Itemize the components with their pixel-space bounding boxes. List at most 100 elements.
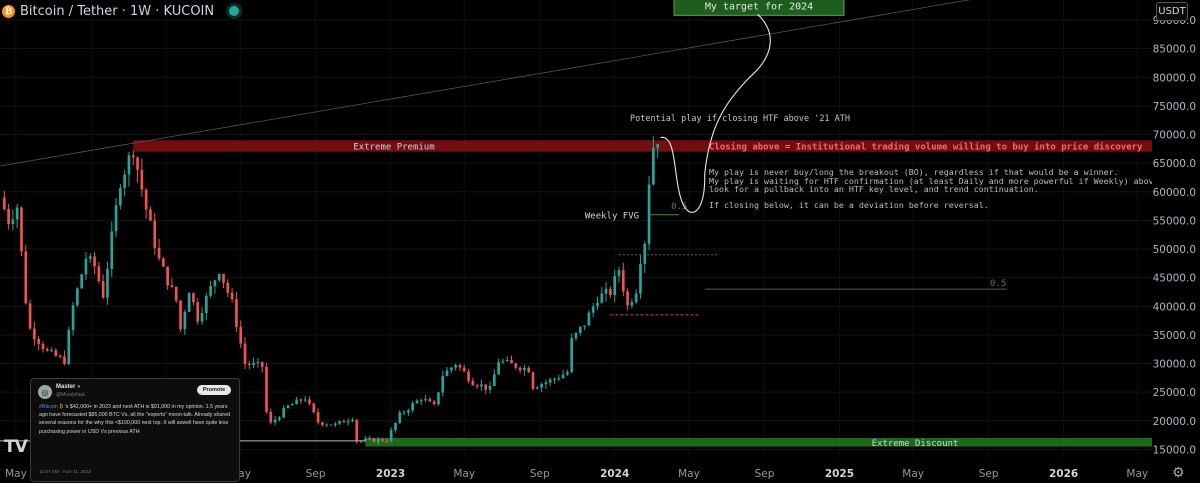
bear-candle[interactable] [342,420,346,423]
bull-candle[interactable] [600,293,604,303]
bear-candle[interactable] [41,343,45,350]
bull-candle[interactable] [123,174,126,188]
bull-candle[interactable] [480,384,483,387]
bear-candle[interactable] [226,282,230,293]
time-axis[interactable]: MaySep2022MaySep2023MaySep2024MaySep2025… [5,468,1148,480]
bear-candle[interactable] [58,356,62,358]
bear-candle[interactable] [162,258,165,267]
bull-candle[interactable] [398,412,402,423]
bull-candle[interactable] [411,403,414,411]
bull-candle[interactable] [437,392,440,405]
bull-candle[interactable] [643,243,647,264]
candlestick-series[interactable] [2,136,660,446]
bull-candle[interactable] [67,329,71,364]
bull-candle[interactable] [402,412,406,414]
bull-candle[interactable] [200,313,204,322]
bear-candle[interactable] [484,384,488,390]
bull-candle[interactable] [591,306,595,313]
bear-candle[interactable] [235,299,238,328]
bear-candle[interactable] [531,372,535,389]
bull-candle[interactable] [501,360,505,363]
bear-candle[interactable] [372,438,376,442]
bear-candle[interactable] [269,411,273,423]
bull-candle[interactable] [450,367,453,371]
bull-candle[interactable] [11,219,15,225]
bull-candle[interactable] [647,184,651,244]
bull-candle[interactable] [604,288,608,294]
bull-candle[interactable] [394,422,397,431]
bear-candle[interactable] [196,302,200,322]
bear-candle[interactable] [136,157,139,170]
bull-candle[interactable] [634,293,638,303]
bull-candle[interactable] [368,438,372,440]
bear-candle[interactable] [518,367,522,371]
bear-candle[interactable] [144,189,148,210]
bear-candle[interactable] [7,209,10,225]
bull-candle[interactable] [213,280,217,287]
bull-candle[interactable] [389,430,393,442]
bull-candle[interactable] [570,338,574,373]
bull-candle[interactable] [557,378,561,380]
bear-candle[interactable] [355,419,359,442]
bull-candle[interactable] [252,362,255,365]
bull-candle[interactable] [376,439,380,442]
bear-candle[interactable] [428,399,432,402]
bear-candle[interactable] [131,155,135,158]
bear-candle[interactable] [458,365,462,368]
bull-candle[interactable] [76,288,79,306]
symbol-title[interactable]: Bitcoin / Tether · 1W · KUCOIN [20,3,215,19]
bull-candle[interactable] [325,424,329,426]
bear-candle[interactable] [192,293,195,303]
bear-candle[interactable] [153,220,157,248]
bear-candle[interactable] [170,285,174,287]
bear-candle[interactable] [33,328,36,339]
bull-candle[interactable] [523,367,526,371]
bull-candle[interactable] [544,382,548,385]
bull-candle[interactable] [424,399,427,401]
bull-candle[interactable] [613,275,617,295]
bear-candle[interactable] [385,440,389,442]
bull-candle[interactable] [617,270,621,276]
bear-candle[interactable] [37,338,41,344]
bear-candle[interactable] [265,366,268,412]
bull-candle[interactable] [535,387,539,389]
bull-candle[interactable] [278,417,281,420]
bear-candle[interactable] [166,266,169,286]
bull-candle[interactable] [351,419,354,422]
bull-candle[interactable] [71,305,75,330]
bull-candle[interactable] [492,374,496,387]
bear-candle[interactable] [321,422,324,425]
bear-candle[interactable] [621,270,625,292]
bull-candle[interactable] [204,295,208,314]
hashtag[interactable]: #Bitcoin [39,404,58,410]
bear-candle[interactable] [527,367,531,373]
bull-candle[interactable] [587,312,591,326]
bull-candle[interactable] [656,143,660,148]
bull-candle[interactable] [441,376,445,393]
bull-candle[interactable] [256,361,260,363]
bear-candle[interactable] [308,399,311,404]
gear-icon[interactable]: ⚙ [1172,465,1185,481]
bull-candle[interactable] [209,286,212,296]
bear-candle[interactable] [101,281,105,298]
bull-candle[interactable] [303,399,307,401]
bear-candle[interactable] [20,207,23,252]
bear-candle[interactable] [381,439,384,441]
bull-candle[interactable] [80,274,84,289]
bull-candle[interactable] [286,405,290,409]
bear-candle[interactable] [45,349,49,351]
bear-candle[interactable] [63,356,66,364]
bull-candle[interactable] [290,404,294,406]
promote-button[interactable]: Promote [197,385,231,395]
bear-candle[interactable] [149,209,152,221]
bull-candle[interactable] [548,379,552,383]
bull-candle[interactable] [217,274,221,281]
bear-candle[interactable] [28,303,32,329]
bull-candle[interactable] [295,399,298,405]
bull-candle[interactable] [419,400,423,402]
bull-candle[interactable] [273,419,277,423]
bear-candle[interactable] [243,343,247,364]
bear-candle[interactable] [230,292,234,300]
bear-candle[interactable] [475,385,479,387]
bull-candle[interactable] [338,420,341,424]
